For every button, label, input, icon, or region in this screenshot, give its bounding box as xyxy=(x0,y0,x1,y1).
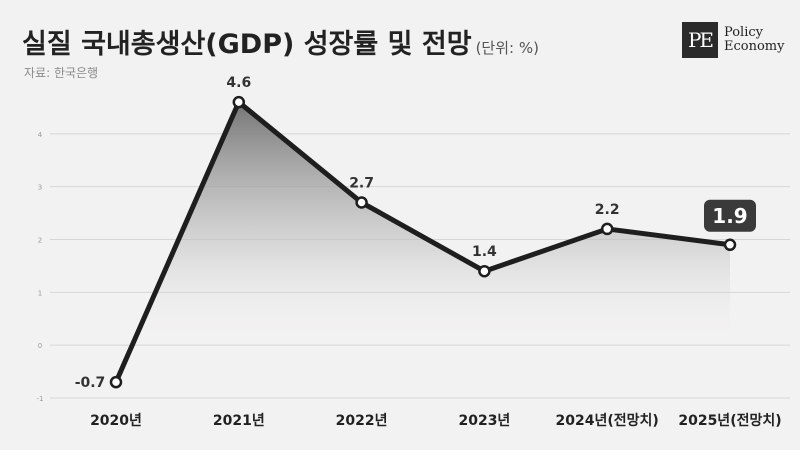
marker-layer xyxy=(109,95,737,389)
logo-mark: PE xyxy=(682,22,718,58)
x-tick-label: 2021년 xyxy=(213,413,265,429)
data-point xyxy=(600,222,614,236)
y-tick-label: 3 xyxy=(38,184,42,192)
data-label: 1.9 xyxy=(712,204,747,228)
y-tick-label: -1 xyxy=(37,395,44,403)
data-label: 2.2 xyxy=(595,202,620,218)
data-label: 2.7 xyxy=(349,176,374,192)
logo-wordmark: Policy Economy xyxy=(724,26,784,54)
title-text: 실질 국내총생산(GDP) 성장률 및 전망 xyxy=(22,29,472,60)
unit-label: (단위: %) xyxy=(475,39,539,57)
publisher-logo: PE Policy Economy xyxy=(682,22,784,58)
chart-title: 실질 국내총생산(GDP) 성장률 및 전망 (단위: %) xyxy=(22,22,539,61)
y-tick-label: 2 xyxy=(38,237,42,245)
x-tick-label: 2023년 xyxy=(458,413,510,429)
area-fill xyxy=(132,102,730,346)
x-tick-label: 2020년 xyxy=(90,413,142,429)
data-point xyxy=(232,95,246,109)
data-label: -0.7 xyxy=(75,375,106,391)
highlight-label-box xyxy=(704,199,756,232)
label-layer: -0.7 4.6 2.7 1.4 2.2 1.9 xyxy=(75,75,756,391)
area-layer xyxy=(132,102,730,346)
y-tick-label: 0 xyxy=(38,342,42,350)
x-tick-label: 2025년(전망치) xyxy=(678,412,781,429)
data-point xyxy=(723,238,737,252)
data-point xyxy=(478,264,491,278)
series-line xyxy=(113,99,733,385)
source-note: 자료: 한국은행 xyxy=(24,66,99,80)
x-tick-label: 2022년 xyxy=(336,413,388,429)
data-point xyxy=(355,196,368,209)
line-layer xyxy=(113,99,733,385)
data-label: 4.6 xyxy=(226,75,251,91)
data-label: 1.4 xyxy=(472,244,497,260)
y-tick-label: 1 xyxy=(38,289,42,297)
x-tick-label: 2024년(전망치) xyxy=(556,412,659,429)
data-point xyxy=(109,375,123,389)
logo-line-1: Policy xyxy=(724,25,763,40)
x-axis: 2020년 2021년 2022년 2023년 2024년(전망치) 2025년(전망치) xyxy=(90,412,782,429)
logo-line-2: Economy xyxy=(724,39,785,54)
y-tick-label: 4 xyxy=(38,131,43,139)
